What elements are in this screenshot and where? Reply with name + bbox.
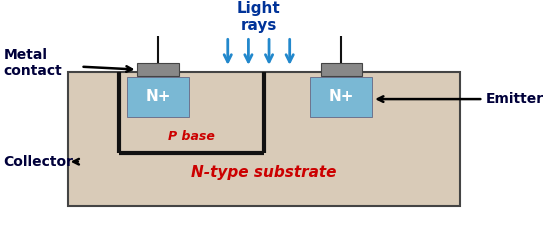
- Bar: [321, 63, 362, 76]
- Text: N+: N+: [328, 89, 354, 104]
- Bar: [68, 72, 460, 206]
- Text: Metal
contact: Metal contact: [3, 48, 62, 78]
- Text: Light
rays: Light rays: [237, 1, 280, 33]
- Text: N+: N+: [145, 89, 171, 104]
- Text: N-type substrate: N-type substrate: [191, 165, 337, 180]
- Bar: [138, 63, 179, 76]
- Text: Collector: Collector: [3, 155, 73, 169]
- Text: Emitter: Emitter: [486, 92, 544, 106]
- Bar: [127, 77, 189, 117]
- Bar: [310, 77, 372, 117]
- Text: P base: P base: [168, 130, 215, 143]
